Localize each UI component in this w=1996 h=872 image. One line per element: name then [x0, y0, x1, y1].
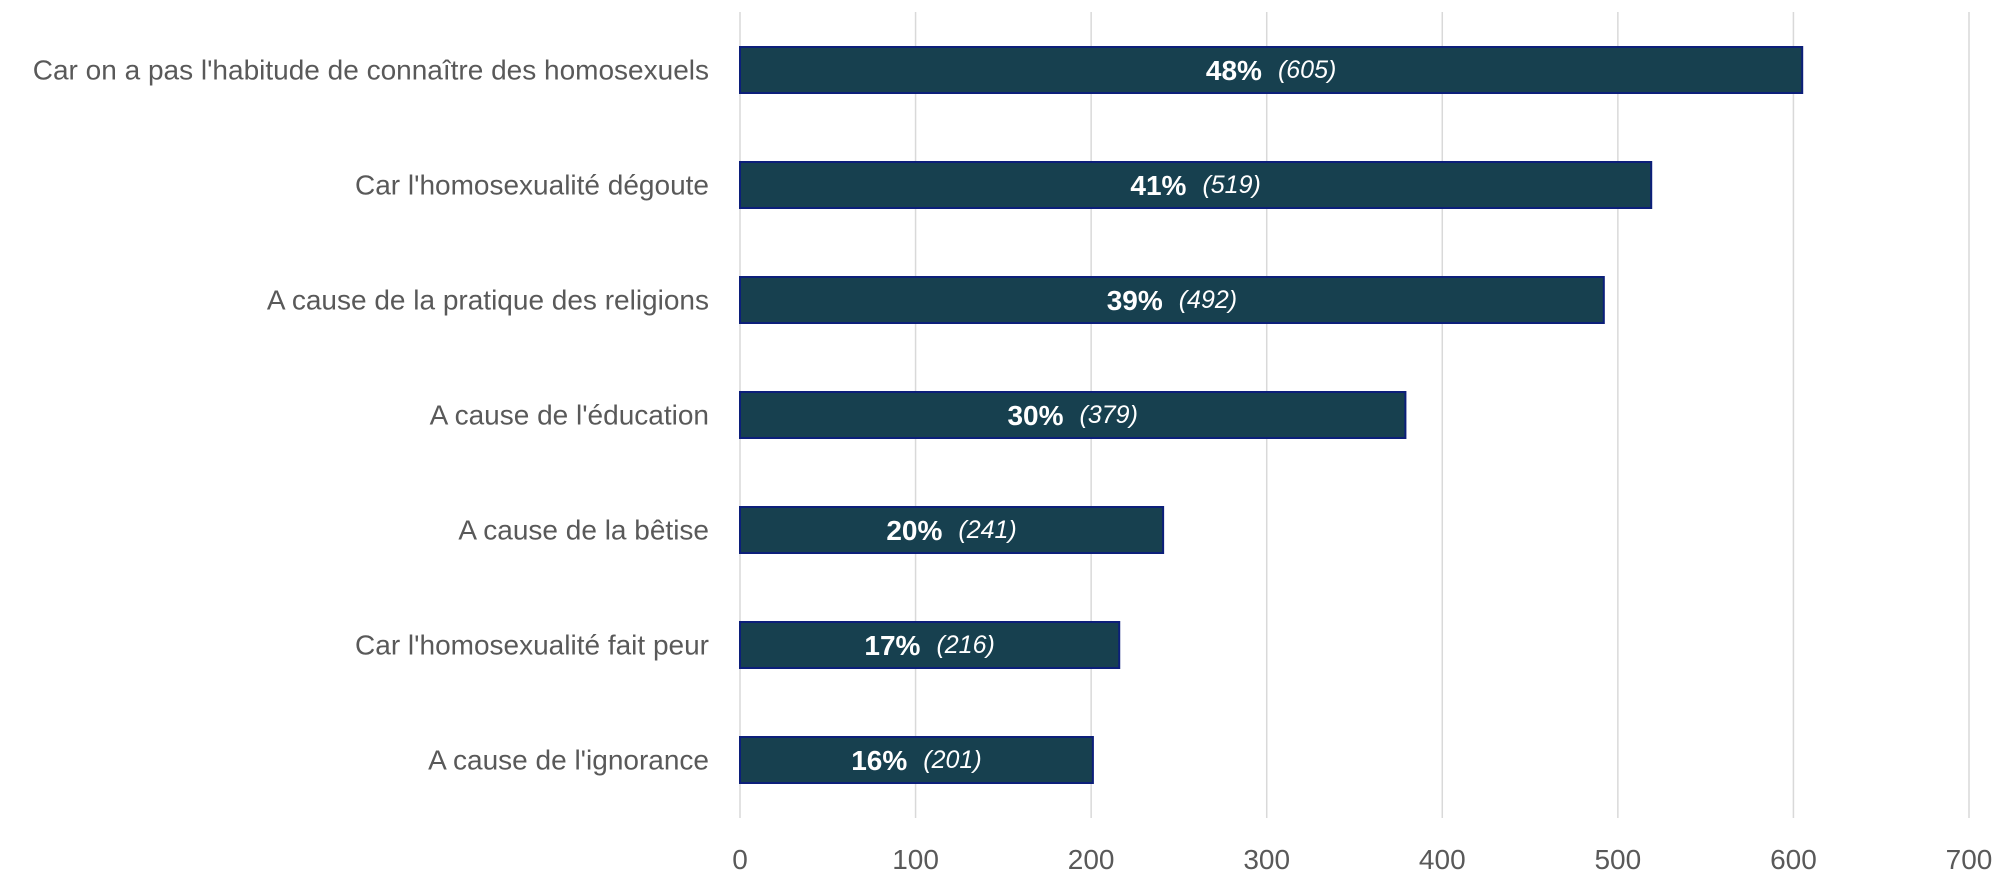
bar-2: [739, 276, 1605, 324]
data-label-percent-5: 17%: [864, 630, 920, 661]
category-label-2: A cause de la pratique des religions: [267, 285, 709, 316]
category-label-5: Car l'homosexualité fait peur: [355, 630, 709, 661]
category-label-0: Car on a pas l'habitude de connaître des…: [33, 55, 709, 86]
bar-6: [739, 736, 1094, 784]
data-label-percent-2: 39%: [1107, 285, 1163, 316]
category-label-4: A cause de la bêtise: [458, 515, 709, 546]
x-axis-tick-labels: 0 100 200 300 400 500 600 700: [732, 844, 1992, 872]
x-tick-label-2: 200: [1068, 844, 1115, 872]
category-label-6: A cause de l'ignorance: [428, 745, 709, 776]
x-tick-label-6: 600: [1770, 844, 1817, 872]
data-label-4: 20% (241): [886, 515, 1016, 546]
bar-0: [739, 46, 1804, 94]
data-label-percent-4: 20%: [886, 515, 942, 546]
data-label-count-4: (241): [958, 516, 1016, 544]
data-label-count-3: (379): [1080, 401, 1138, 429]
data-label-3: 30% (379): [1007, 400, 1137, 431]
data-label-count-0: (605): [1278, 56, 1336, 84]
x-tick-label-1: 100: [892, 844, 939, 872]
x-tick-label-3: 300: [1243, 844, 1290, 872]
x-tick-label-4: 400: [1419, 844, 1466, 872]
bar-4: [739, 506, 1165, 554]
data-label-6: 16% (201): [851, 745, 981, 776]
data-label-count-2: (492): [1179, 286, 1237, 314]
data-label-count-6: (201): [923, 746, 981, 774]
x-tick-label-5: 500: [1594, 844, 1641, 872]
data-label-count-1: (519): [1202, 171, 1260, 199]
bars: [739, 46, 1804, 784]
bar-3: [739, 391, 1407, 439]
x-tick-label-7: 700: [1946, 844, 1993, 872]
x-tick-label-0: 0: [732, 844, 748, 872]
category-labels: Car on a pas l'habitude de connaître des…: [33, 55, 709, 776]
bar-1: [739, 161, 1653, 209]
category-label-3: A cause de l'éducation: [430, 400, 709, 431]
data-label-0: 48% (605): [1206, 55, 1336, 86]
data-label-percent-0: 48%: [1206, 55, 1262, 86]
data-label-count-5: (216): [936, 631, 994, 659]
data-label-percent-3: 30%: [1007, 400, 1063, 431]
data-labels: 48% (605) 41% (519) 39% (492) 30% (379) 20% (241)…: [851, 55, 1336, 776]
category-label-1: Car l'homosexualité dégoute: [355, 170, 709, 201]
bar-5: [739, 621, 1121, 669]
data-label-percent-1: 41%: [1130, 170, 1186, 201]
data-label-5: 17% (216): [864, 630, 994, 661]
data-label-percent-6: 16%: [851, 745, 907, 776]
data-label-2: 39% (492): [1107, 285, 1237, 316]
data-label-1: 41% (519): [1130, 170, 1260, 201]
